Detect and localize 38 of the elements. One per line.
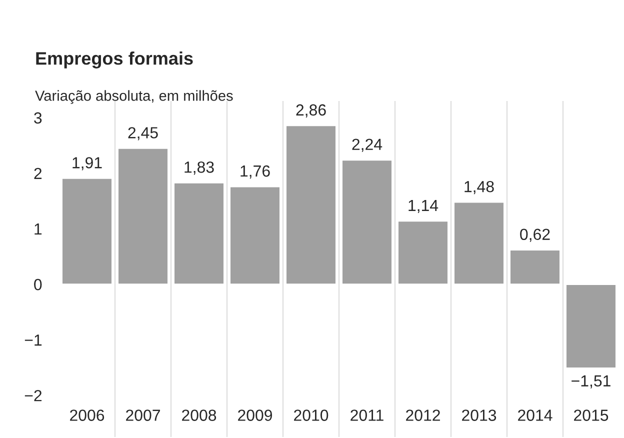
y-tick-label: 0 xyxy=(34,278,42,290)
data-label: 2,86 xyxy=(296,104,326,118)
bar xyxy=(397,220,449,285)
data-label: 1,91 xyxy=(72,157,102,170)
chart-subtitle: Variação absoluta, em milhões xyxy=(35,90,233,104)
bar xyxy=(229,186,281,285)
y-tick-label: 3 xyxy=(34,112,42,124)
data-label: 1,76 xyxy=(240,165,270,179)
bar xyxy=(117,148,169,285)
y-tick-label: −2 xyxy=(24,390,42,402)
chart-title: Empregos formais xyxy=(36,52,193,68)
data-label: −1,51 xyxy=(572,375,610,388)
x-tick-label: 2015 xyxy=(574,410,608,421)
data-label: 2,45 xyxy=(128,127,158,140)
bar xyxy=(453,201,505,285)
x-tick-label: 2009 xyxy=(238,410,272,421)
bar xyxy=(565,284,617,369)
bar xyxy=(61,178,113,285)
data-label: 1,48 xyxy=(464,180,494,194)
x-tick-label: 2007 xyxy=(126,410,160,421)
bar xyxy=(509,249,561,285)
data-label: 1,14 xyxy=(408,200,438,214)
x-tick-label: 2011 xyxy=(350,410,384,421)
bar xyxy=(173,182,225,285)
x-tick-label: 2012 xyxy=(406,410,440,421)
y-tick-label: 2 xyxy=(34,168,42,179)
x-tick-label: 2006 xyxy=(70,410,104,421)
data-label: 2,24 xyxy=(352,138,382,152)
y-tick-label: −1 xyxy=(24,334,42,346)
bar xyxy=(341,159,393,285)
data-label: 0,62 xyxy=(520,228,550,242)
data-label: 1,83 xyxy=(184,162,214,175)
x-tick-label: 2008 xyxy=(182,410,216,421)
x-tick-label: 2010 xyxy=(294,410,328,421)
x-tick-label: 2014 xyxy=(518,410,552,421)
bar xyxy=(285,124,337,285)
x-tick-label: 2013 xyxy=(462,410,496,421)
y-tick-label: 1 xyxy=(34,224,42,235)
